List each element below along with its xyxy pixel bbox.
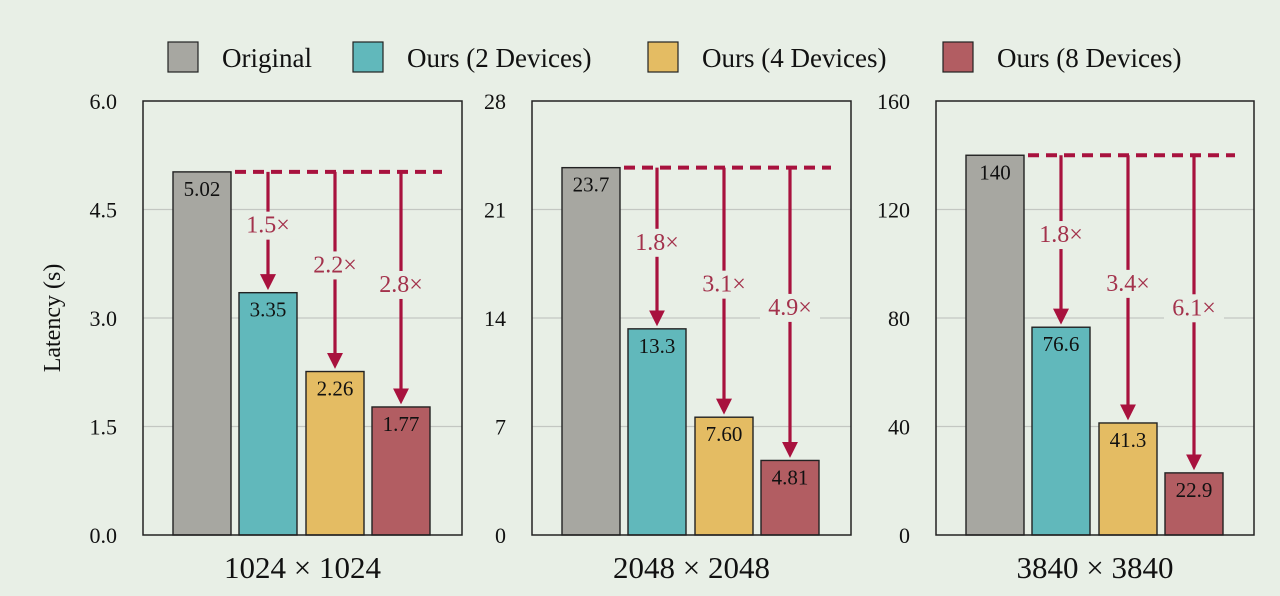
y-tick-label: 40: [888, 415, 910, 440]
speedup-label: 1.5×: [246, 213, 290, 239]
bar-value-label: 1.77: [383, 412, 420, 436]
bar: [1031, 326, 1091, 536]
x-axis-label: 3840 × 3840: [1017, 550, 1174, 585]
legend-entry: Ours (2 Devices): [407, 43, 591, 73]
x-axis-label: 1024 × 1024: [224, 550, 381, 585]
y-tick-label: 0.0: [90, 523, 118, 548]
bar-value-label: 41.3: [1110, 428, 1147, 452]
bar: [172, 171, 232, 536]
bar-value-label: 5.02: [184, 177, 221, 201]
bar-value-label: 3.35: [250, 298, 287, 322]
bar: [238, 291, 298, 536]
bar: [694, 416, 754, 536]
speedup-label-bg: [371, 270, 431, 299]
speedup-label: 6.1×: [1172, 295, 1216, 321]
y-tick-label: 14: [484, 306, 506, 331]
speedup-label-bg: [1098, 269, 1158, 298]
speedup-label-bg: [627, 228, 687, 257]
bar-value-label: 7.60: [706, 422, 743, 446]
bar: [1098, 422, 1158, 536]
speedup-label: 1.8×: [635, 230, 679, 256]
legend-swatch: [647, 41, 679, 73]
chart-panels: 0.0 1.5 3.0 4.5 6.0 5.02 3.35 2.26 1.77 1.5× 2.2× 2…: [90, 89, 1255, 585]
bar: [371, 406, 431, 536]
bar: [561, 166, 621, 536]
bar-value-label: 13.3: [639, 334, 676, 358]
y-tick-label: 28: [484, 89, 506, 114]
speedup-label: 1.8×: [1039, 222, 1083, 248]
panel-frame: [531, 100, 852, 536]
speedup-label-bg: [1031, 221, 1091, 250]
panel: 0 7 14 21 28 23.7 13.3 7.60 4.81 1.8× 3.1× 4.9× 2048…: [484, 89, 852, 585]
y-tick-label: 6.0: [90, 89, 118, 114]
x-axis-label: 2048 × 2048: [613, 550, 770, 585]
legend-swatch: [167, 41, 199, 73]
bar-value-label: 76.6: [1043, 332, 1080, 356]
legend-swatch: [352, 41, 384, 73]
legend-entry: Ours (4 Devices): [702, 43, 886, 73]
y-tick-label: 3.0: [90, 306, 118, 331]
y-tick-label: 7: [495, 415, 506, 440]
legend-entry: Ours (8 Devices): [997, 43, 1181, 73]
y-tick-label: 0: [495, 523, 506, 548]
speedup-label-bg: [305, 251, 365, 280]
bar-value-label: 140: [979, 160, 1011, 184]
speedup-label: 3.4×: [1106, 271, 1150, 297]
y-tick-label: 120: [877, 198, 910, 223]
y-axis-label: Latency (s): [40, 264, 66, 373]
y-tick-label: 4.5: [90, 198, 118, 223]
bar-value-label: 22.9: [1176, 478, 1213, 502]
speedup-label: 4.9×: [768, 295, 812, 321]
bar-value-label: 4.81: [772, 465, 809, 489]
speedup-label-bg: [694, 270, 754, 299]
speedup-label-bg: [760, 293, 820, 322]
bar: [1164, 472, 1224, 536]
y-tick-label: 160: [877, 89, 910, 114]
speedup-label-bg: [1164, 294, 1224, 323]
panel: 0.0 1.5 3.0 4.5 6.0 5.02 3.35 2.26 1.77 1.5× 2.2× 2…: [90, 89, 463, 585]
panel: 0 40 80 120 160 140 76.6 41.3 22.9 1.8× 3.4× 6.1× 38…: [877, 89, 1255, 585]
legend: Original Ours (2 Devices) Ours (4 Devices)…: [167, 41, 1181, 73]
speedup-label: 2.8×: [379, 272, 423, 298]
bar: [760, 459, 820, 536]
legend-swatch: [942, 41, 974, 73]
bar-value-label: 23.7: [573, 173, 610, 197]
panel-frame: [142, 100, 463, 536]
speedup-label: 2.2×: [313, 252, 357, 278]
bar-value-label: 2.26: [317, 377, 354, 401]
speedup-label-bg: [238, 211, 298, 240]
y-tick-label: 0: [899, 523, 910, 548]
bar: [965, 154, 1025, 536]
bar: [627, 328, 687, 536]
bar: [305, 370, 365, 536]
speedup-label: 3.1×: [702, 272, 746, 298]
y-tick-label: 80: [888, 306, 910, 331]
y-tick-label: 21: [484, 198, 506, 223]
legend-entry: Original: [222, 43, 312, 73]
y-tick-label: 1.5: [90, 415, 118, 440]
panel-frame: [935, 100, 1255, 536]
